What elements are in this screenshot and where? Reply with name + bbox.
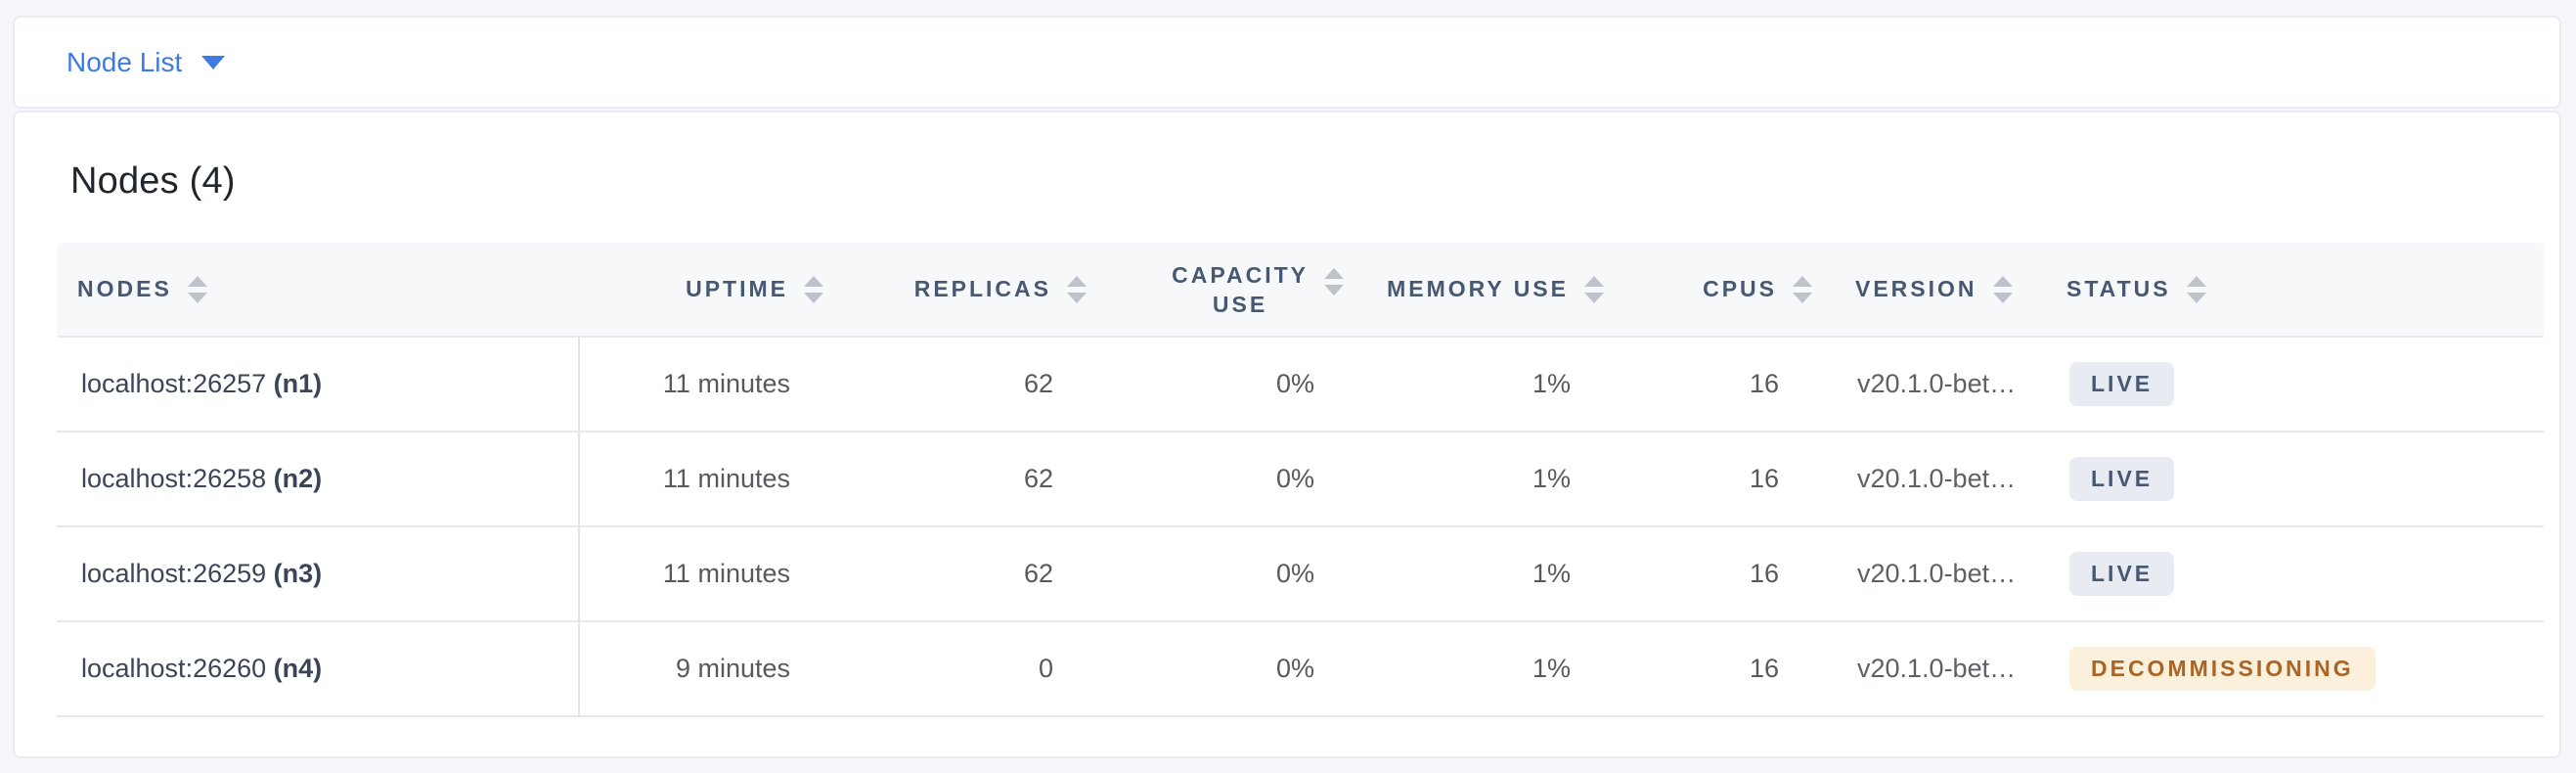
version-cell: v20.1.0-bet… xyxy=(1812,432,2047,527)
status-badge: LIVE xyxy=(2069,552,2175,596)
column-label: USE xyxy=(1212,291,1268,317)
cpus-cell: 16 xyxy=(1604,622,1812,717)
table-row: localhost:26258 (n2) 11 minutes 62 0% 1%… xyxy=(57,432,2544,527)
column-header-cpus[interactable]: CPUS xyxy=(1604,243,1812,338)
column-label: CAPACITY xyxy=(1172,261,1309,288)
capacity-use-cell: 0% xyxy=(1087,432,1344,527)
status-cell: DECOMMISSIONING xyxy=(2047,622,2544,717)
uptime-cell: 9 minutes xyxy=(580,622,823,717)
view-selector-card: Node List xyxy=(13,16,2561,109)
cpus-cell: 16 xyxy=(1604,527,1812,622)
memory-use-cell: 1% xyxy=(1344,527,1604,622)
node-address-cell: localhost:26259 (n3) xyxy=(57,527,580,622)
uptime-cell: 11 minutes xyxy=(580,432,823,527)
cpus-cell: 16 xyxy=(1604,338,1812,432)
replicas-cell: 62 xyxy=(823,338,1087,432)
column-label: NODES xyxy=(77,276,172,301)
page-title: Nodes (4) xyxy=(70,160,236,202)
sort-icon xyxy=(1992,275,2013,303)
column-header-version[interactable]: VERSION xyxy=(1812,243,2047,338)
column-header-uptime[interactable]: UPTIME xyxy=(580,243,823,338)
memory-use-cell: 1% xyxy=(1344,622,1604,717)
node-address-cell: localhost:26260 (n4) xyxy=(57,622,580,717)
node-address-cell: localhost:26257 (n1) xyxy=(57,338,580,432)
status-cell: LIVE xyxy=(2047,338,2544,432)
status-badge: DECOMMISSIONING xyxy=(2069,647,2376,691)
column-label: REPLICAS xyxy=(913,276,1051,301)
status-badge: LIVE xyxy=(2069,362,2175,406)
column-label: MEMORY USE xyxy=(1387,276,1569,301)
replicas-cell: 62 xyxy=(823,527,1087,622)
column-header-replicas[interactable]: REPLICAS xyxy=(823,243,1087,338)
status-cell: LIVE xyxy=(2047,432,2544,527)
column-label: UPTIME xyxy=(686,276,788,301)
node-address-cell: localhost:26258 (n2) xyxy=(57,432,580,527)
status-badge: LIVE xyxy=(2069,457,2175,501)
column-header-status[interactable]: STATUS xyxy=(2047,243,2544,338)
version-cell: v20.1.0-bet… xyxy=(1812,338,2047,432)
uptime-cell: 11 minutes xyxy=(580,527,823,622)
view-selector-label: Node List xyxy=(67,46,183,77)
memory-use-cell: 1% xyxy=(1344,338,1604,432)
capacity-use-cell: 0% xyxy=(1087,527,1344,622)
replicas-cell: 62 xyxy=(823,432,1087,527)
version-cell: v20.1.0-bet… xyxy=(1812,527,2047,622)
table-row: localhost:26259 (n3) 11 minutes 62 0% 1%… xyxy=(57,527,2544,622)
sort-icon xyxy=(1584,275,1604,303)
replicas-cell: 0 xyxy=(823,622,1087,717)
column-header-nodes[interactable]: NODES xyxy=(57,243,580,338)
nodes-card: Nodes (4) NODES UPTIME xyxy=(13,111,2561,758)
nodes-table: NODES UPTIME REPLICAS xyxy=(57,243,2544,717)
uptime-cell: 11 minutes xyxy=(580,338,823,432)
sort-icon xyxy=(1067,275,1087,303)
capacity-use-cell: 0% xyxy=(1087,622,1344,717)
sort-icon xyxy=(187,275,207,303)
version-cell: v20.1.0-bet… xyxy=(1812,622,2047,717)
column-header-capacity-use[interactable]: CAPACITY USE xyxy=(1087,243,1344,338)
column-label: VERSION xyxy=(1855,276,1977,301)
column-label: STATUS xyxy=(2066,276,2171,301)
sort-icon xyxy=(2186,275,2206,303)
sort-icon xyxy=(1793,275,1812,303)
capacity-use-cell: 0% xyxy=(1087,338,1344,432)
table-row: localhost:26257 (n1) 11 minutes 62 0% 1%… xyxy=(57,338,2544,432)
table-header-row: NODES UPTIME REPLICAS xyxy=(57,243,2544,338)
view-selector-dropdown[interactable]: Node List xyxy=(67,46,226,78)
memory-use-cell: 1% xyxy=(1344,432,1604,527)
caret-down-icon xyxy=(201,55,226,69)
column-label: CPUS xyxy=(1703,276,1777,301)
sort-icon xyxy=(804,275,823,303)
table-row: localhost:26260 (n4) 9 minutes 0 0% 1% 1… xyxy=(57,622,2544,717)
cpus-cell: 16 xyxy=(1604,432,1812,527)
status-cell: LIVE xyxy=(2047,527,2544,622)
sort-icon xyxy=(1324,267,1344,296)
column-header-memory-use[interactable]: MEMORY USE xyxy=(1344,243,1604,338)
